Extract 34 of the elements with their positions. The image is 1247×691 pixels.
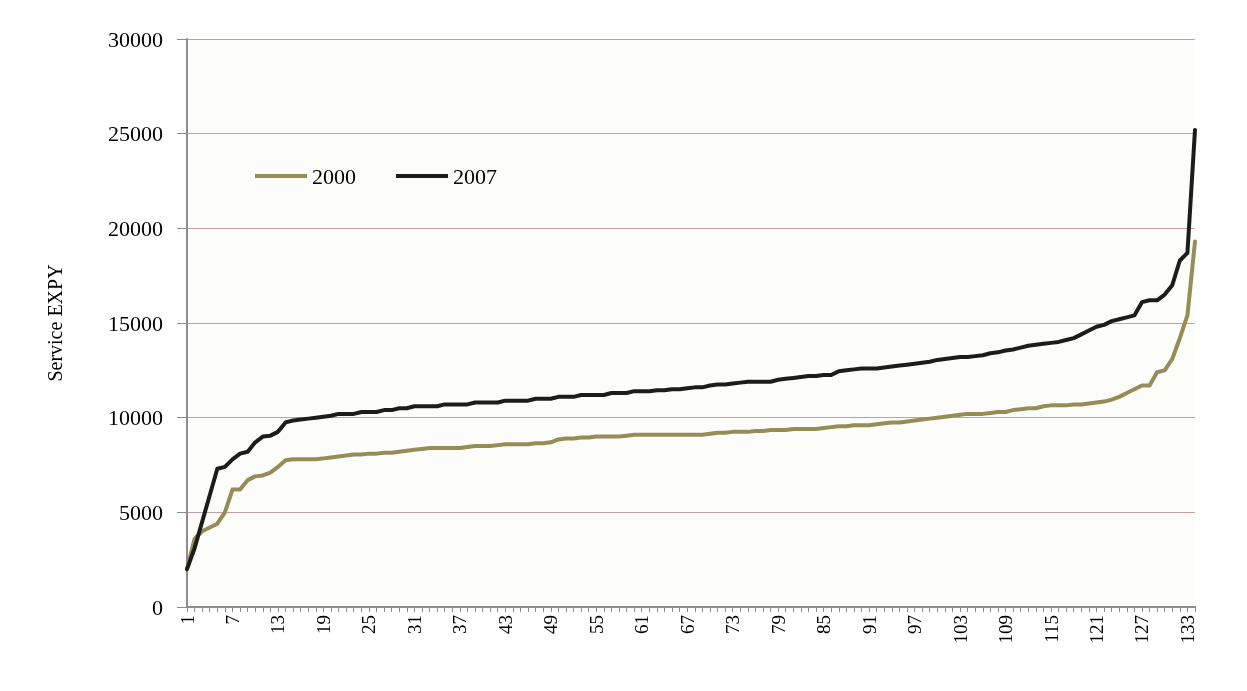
x-tick-label: 121 — [1085, 615, 1107, 644]
y-tick-label: 15000 — [108, 310, 163, 336]
y-tick-label: 30000 — [108, 26, 163, 52]
x-tick-label: 79 — [767, 615, 789, 634]
legend-label: 2000 — [312, 163, 356, 189]
x-tick-label: 67 — [676, 615, 698, 634]
legend-label: 2007 — [453, 163, 497, 189]
x-tick-label: 103 — [949, 615, 971, 644]
x-tick-label: 73 — [722, 615, 744, 634]
x-tick-label: 31 — [403, 615, 425, 634]
line-series — [185, 127, 1197, 572]
y-tick-label: 25000 — [108, 121, 163, 147]
x-tick-label: 109 — [995, 615, 1017, 644]
x-tick-label: 55 — [585, 615, 607, 634]
x-tick-label: 91 — [858, 615, 880, 634]
y-tick-label: 20000 — [108, 215, 163, 241]
x-tick-label: 37 — [449, 615, 471, 634]
y-tick-label: 10000 — [108, 405, 163, 431]
y-axis-title: Service EXPY — [44, 264, 66, 382]
x-tick-label: 43 — [494, 615, 516, 634]
x-tick-label: 133 — [1176, 615, 1198, 644]
x-tick-label: 19 — [312, 615, 334, 634]
x-tick-label: 7 — [221, 615, 243, 625]
y-tick-label: 0 — [152, 594, 163, 620]
x-tick-label: 25 — [358, 615, 380, 634]
x-tick-label: 61 — [631, 615, 653, 634]
y-tick-label: 5000 — [119, 499, 163, 525]
x-tick-label: 49 — [540, 615, 562, 634]
x-tick-label: 97 — [904, 615, 926, 634]
x-tick-label: 1 — [176, 615, 198, 625]
x-tick-label: 115 — [1040, 615, 1062, 643]
x-tick-label: 13 — [267, 615, 289, 634]
x-tick-label: 127 — [1131, 615, 1153, 644]
x-tick-label: 85 — [813, 615, 835, 634]
